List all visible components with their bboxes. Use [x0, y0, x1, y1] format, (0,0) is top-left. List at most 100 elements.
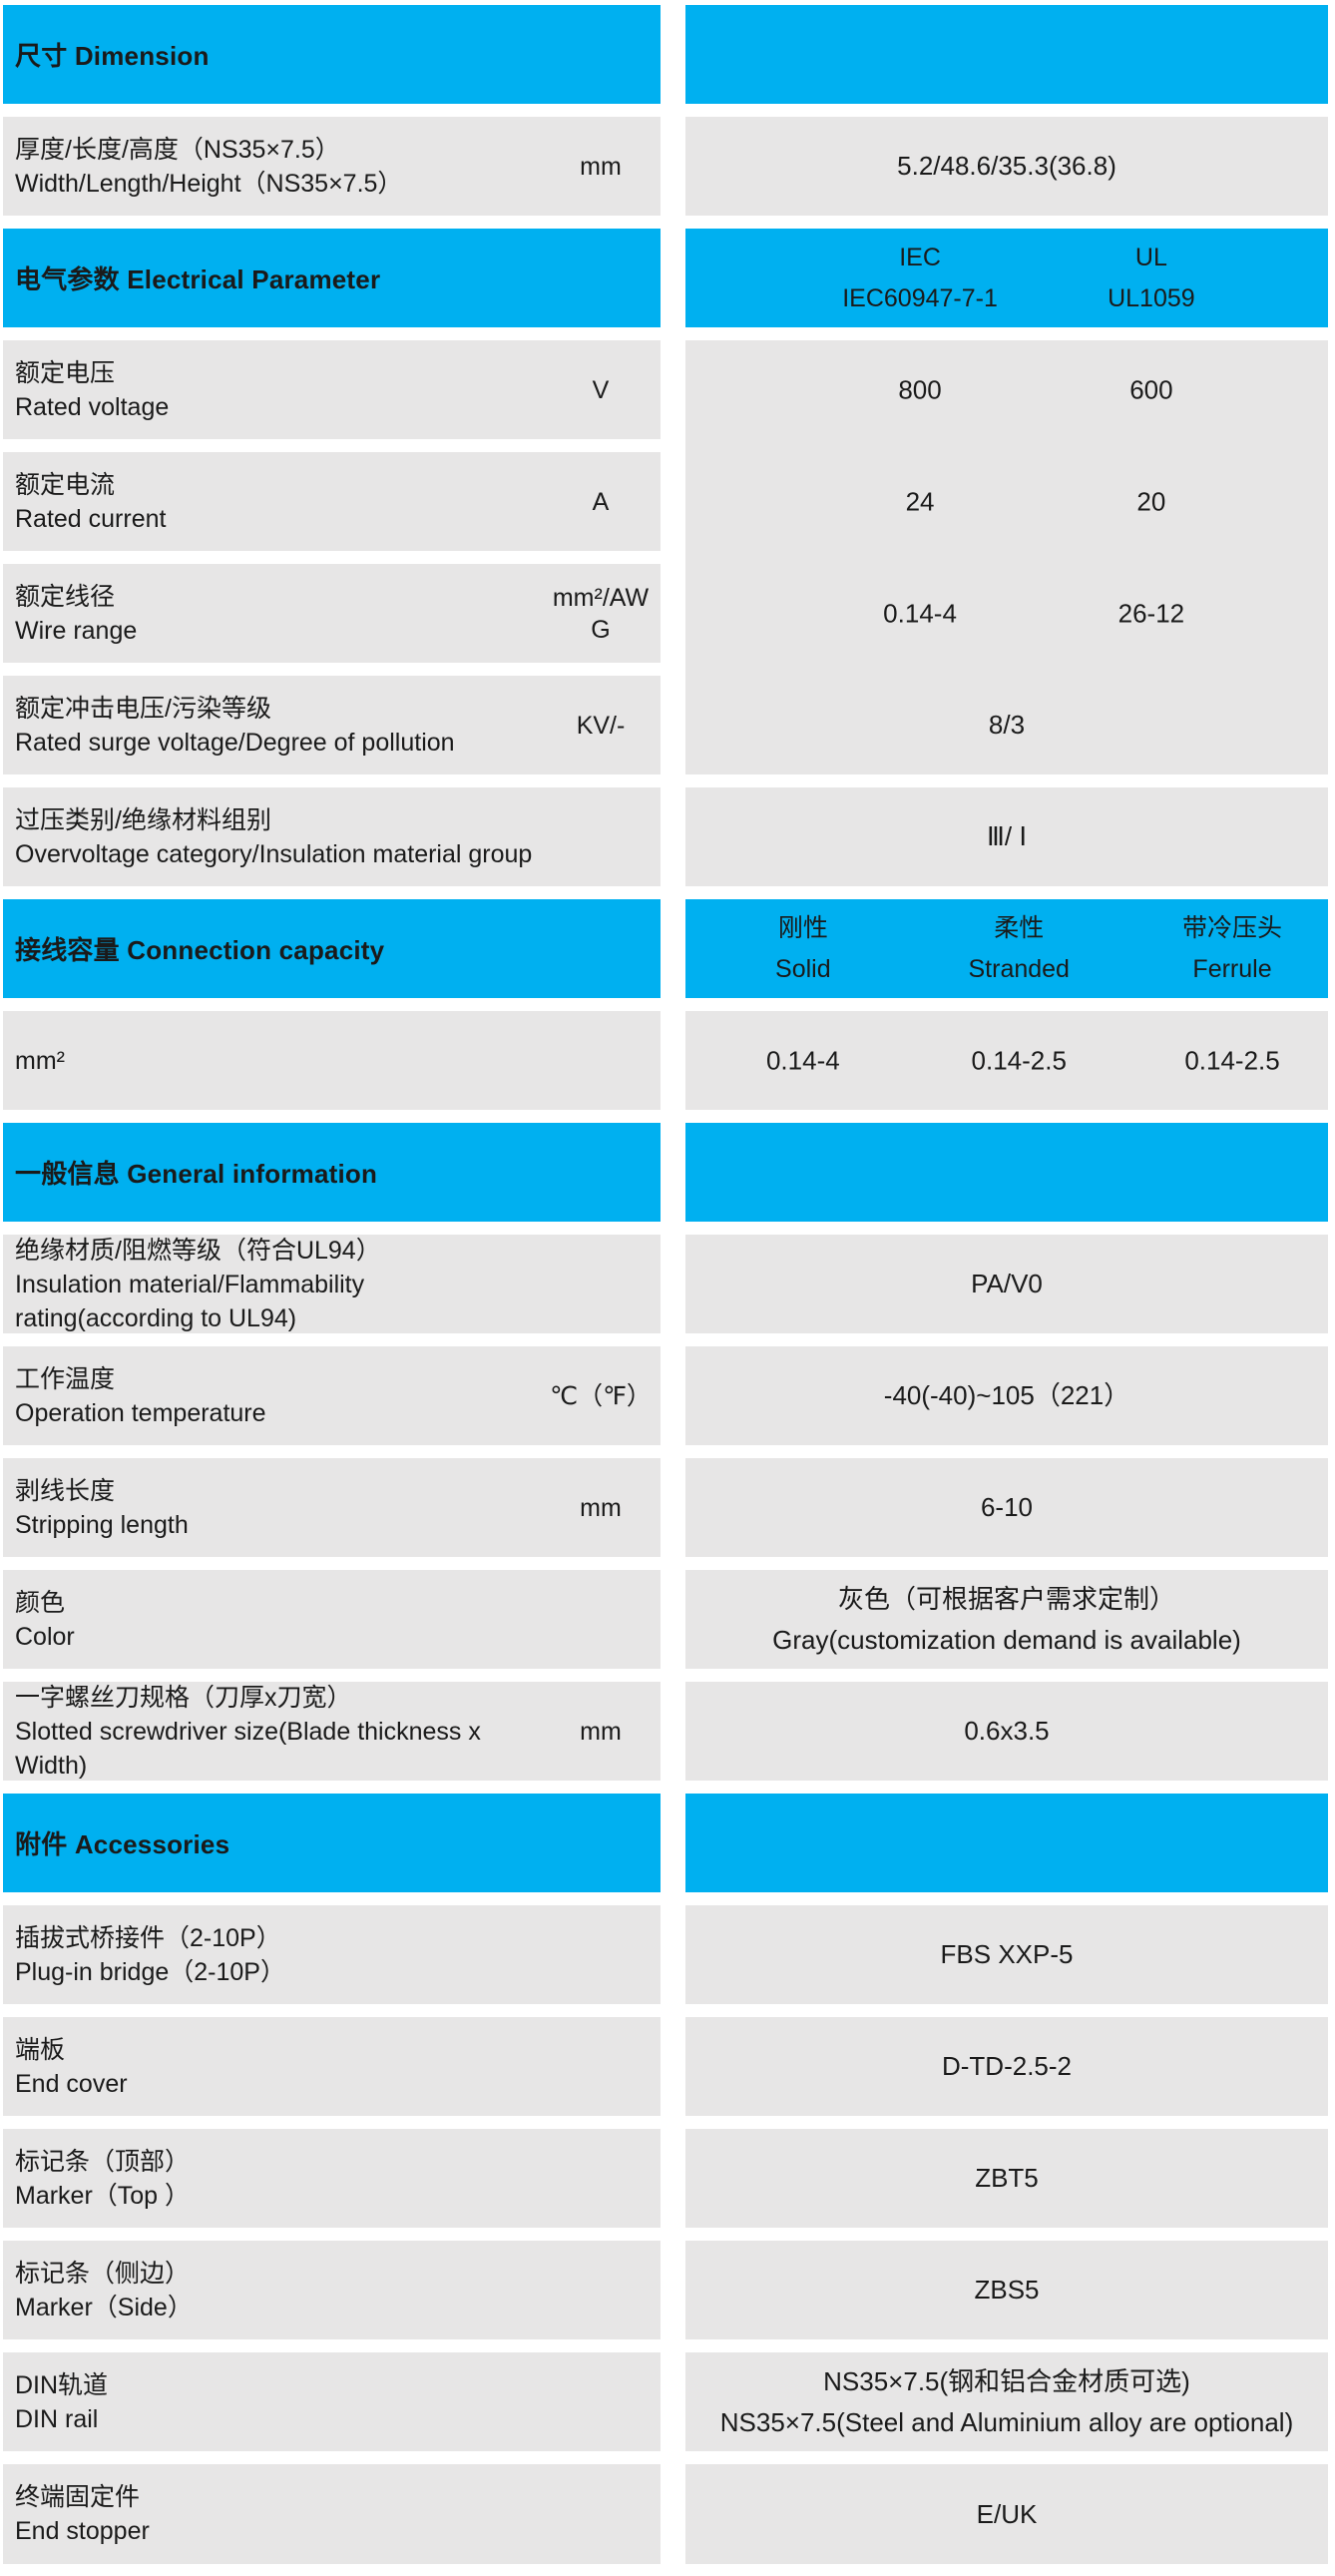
value-text: 5.2/48.6/35.3(36.8): [897, 151, 1116, 181]
spec-row-rated-current: 额定电流 Rated current A 24 20: [3, 452, 1328, 564]
capacity-column-stranded: 柔性 Stranded: [969, 908, 1070, 990]
label-en: Width/Length/Height（NS35×7.5）: [15, 169, 403, 198]
label-zh: 插拔式桥接件（2-10P）: [15, 1923, 281, 1952]
value-text: FBS XXP-5: [940, 1939, 1074, 1969]
section-title: 电气参数 Electrical Parameter: [15, 264, 381, 294]
standard-code: UL1059: [1108, 283, 1195, 312]
label-zh: DIN轨道: [15, 2370, 109, 2399]
label-en: Operation temperature: [15, 1398, 266, 1427]
unit-label: mm²/AWG: [552, 583, 650, 644]
value-text: 6-10: [980, 1492, 1034, 1522]
column-zh: 柔性: [994, 913, 1045, 942]
value-cell: D-TD-2.5-2: [685, 2017, 1328, 2116]
column-gutter: [661, 1682, 685, 1781]
unit-label: A: [592, 487, 610, 516]
spec-row-insulation-material: 绝缘材质/阻燃等级（符合UL94） Insulation material/Fl…: [3, 1235, 1328, 1333]
spec-table: 尺寸 Dimension 厚度/长度/高度（NS35×7.5） Width/Le…: [3, 5, 1328, 2564]
row-label: 额定电流 Rated current: [3, 468, 545, 536]
label-en: Slotted screwdriver size(Blade thickness…: [15, 1717, 481, 1780]
column-gutter: [661, 1458, 685, 1557]
row-label: 标记条（顶部） Marker（Top ）: [3, 2145, 545, 2213]
value-cell: FBS XXP-5: [685, 1905, 1328, 2004]
label-cell: 标记条（侧边） Marker（Side）: [3, 2241, 661, 2339]
spec-row-screwdriver-size: 一字螺丝刀规格（刀厚x刀宽） Slotted screwdriver size(…: [3, 1682, 1328, 1781]
row-label: 过压类别/绝缘材料组别 Overvoltage category/Insulat…: [3, 803, 545, 871]
column-gutter: [661, 1235, 685, 1333]
column-gutter: [661, 452, 685, 551]
value-cell: 0.14-4 0.14-2.5 0.14-2.5: [685, 1011, 1328, 1110]
label-en: Marker（Top ）: [15, 2181, 191, 2210]
unit-label: mm: [580, 1493, 622, 1522]
standard-column-ul: UL UL1059: [1108, 238, 1195, 319]
row-label: 标记条（侧边） Marker（Side）: [3, 2257, 545, 2324]
unit-label: V: [592, 375, 610, 404]
value-cell: E/UK: [685, 2464, 1328, 2564]
spec-row-marker-side: 标记条（侧边） Marker（Side） ZBS5: [3, 2241, 1328, 2339]
label-cell: 额定线径 Wire range mm²/AWG: [3, 564, 661, 663]
section-row-accessories: 附件 Accessories: [3, 1794, 1328, 1892]
label-cell: 一字螺丝刀规格（刀厚x刀宽） Slotted screwdriver size(…: [3, 1682, 661, 1781]
row-label: 额定电压 Rated voltage: [3, 356, 545, 424]
value-line-en: NS35×7.5(Steel and Aluminium alloy are o…: [719, 2406, 1294, 2437]
label-zh: 一字螺丝刀规格（刀厚x刀宽）: [15, 1683, 352, 1712]
capacity-column-ferrule: 带冷压头 Ferrule: [1182, 908, 1282, 990]
label-en: Marker（Side）: [15, 2293, 193, 2321]
value-cell: PA/V0: [685, 1235, 1328, 1333]
label-en: Rated current: [15, 504, 167, 533]
section-row-electrical: 电气参数 Electrical Parameter IEC IEC60947-7…: [3, 229, 1328, 327]
label-zh: 厚度/长度/高度（NS35×7.5）: [15, 135, 340, 164]
value-ferrule: 0.14-2.5: [1184, 1045, 1280, 1075]
row-label: 一字螺丝刀规格（刀厚x刀宽） Slotted screwdriver size(…: [3, 1681, 545, 1783]
section-header-cell: 一般信息 General information: [3, 1123, 661, 1222]
column-en: Ferrule: [1192, 954, 1272, 983]
column-gutter: [661, 1346, 685, 1445]
column-gutter: [661, 1011, 685, 1110]
label-zh: 额定冲击电压/污染等级: [15, 694, 271, 723]
value-line-zh: NS35×7.5(钢和铝合金材质可选): [823, 2365, 1190, 2396]
value-ul: 26-12: [1117, 598, 1185, 628]
label-cell: 额定冲击电压/污染等级 Rated surge voltage/Degree o…: [3, 676, 661, 774]
label-cell: 额定电流 Rated current A: [3, 452, 661, 551]
label-zh: 过压类别/绝缘材料组别: [15, 805, 271, 834]
label-zh: 标记条（顶部）: [15, 2147, 191, 2176]
label-en: Wire range: [15, 616, 138, 645]
value-solid: 0.14-4: [765, 1045, 840, 1075]
row-label: DIN轨道 DIN rail: [3, 2368, 545, 2436]
label-cell: 剥线长度 Stripping length mm: [3, 1458, 661, 1557]
column-en: Stranded: [968, 954, 1070, 983]
section-header-cell: 接线容量 Connection capacity: [3, 899, 661, 998]
row-label: 厚度/长度/高度（NS35×7.5） Width/Length/Height（N…: [3, 133, 545, 201]
spec-row-end-cover: 端板 End cover D-TD-2.5-2: [3, 2017, 1328, 2116]
label-cell: 插拔式桥接件（2-10P） Plug-in bridge（2-10P）: [3, 1905, 661, 2004]
label-en: End stopper: [15, 2517, 150, 2545]
label-en: Rated surge voltage/Degree of pollution: [15, 728, 455, 757]
column-zh: 带冷压头: [1182, 913, 1283, 942]
label-cell: 过压类别/绝缘材料组别 Overvoltage category/Insulat…: [3, 787, 661, 886]
label-cell: 额定电压 Rated voltage V: [3, 340, 661, 439]
value-cell: ZBS5: [685, 2241, 1328, 2339]
spec-row-stripping-length: 剥线长度 Stripping length mm 6-10: [3, 1458, 1328, 1557]
value-text: Ⅲ/ Ⅰ: [986, 821, 1028, 851]
section-title: 接线容量 Connection capacity: [15, 935, 385, 965]
section-title: 尺寸 Dimension: [15, 41, 210, 71]
section-row-connection-capacity: 接线容量 Connection capacity 刚性 Solid 柔性 Str…: [3, 899, 1328, 998]
label-zh: 颜色: [15, 1588, 66, 1617]
value-text: 0.6x3.5: [964, 1716, 1050, 1746]
label-zh: 额定电压: [15, 358, 116, 387]
label-zh: 标记条（侧边）: [15, 2259, 191, 2288]
column-zh: 刚性: [777, 913, 828, 942]
label-zh: 绝缘材质/阻燃等级（符合UL94）: [15, 1236, 381, 1265]
standard-name: IEC: [899, 243, 941, 271]
value-cell: 灰色（可根据客户需求定制） Gray(customization demand …: [685, 1570, 1328, 1669]
section-header-right-cell: [685, 5, 1328, 104]
column-gutter: [661, 787, 685, 886]
standard-column-iec: IEC IEC60947-7-1: [842, 238, 998, 319]
value-cell: 0.6x3.5: [685, 1682, 1328, 1781]
label-en: Stripping length: [15, 1510, 189, 1539]
label-cell: DIN轨道 DIN rail: [3, 2352, 661, 2451]
value-cell: -40(-40)~105（221）: [685, 1346, 1328, 1445]
value-cell: ZBT5: [685, 2129, 1328, 2228]
column-gutter: [661, 2241, 685, 2339]
value-cell: 800 600: [685, 340, 1328, 452]
column-gutter: [661, 1794, 685, 1892]
